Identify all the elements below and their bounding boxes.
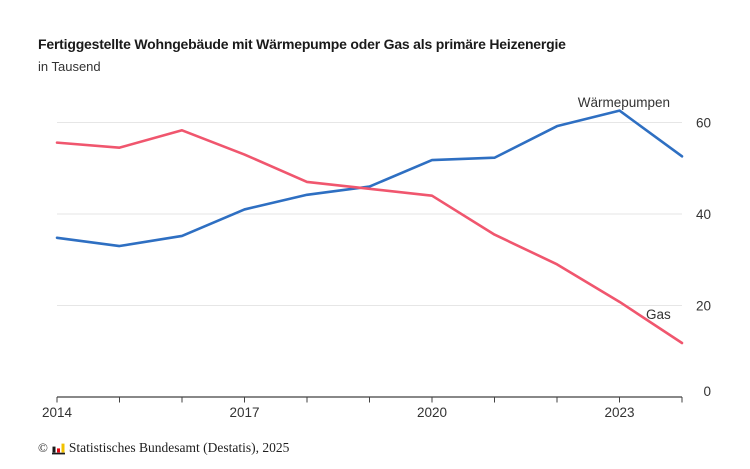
source-line: © Statistisches Bundesamt (Destatis), 20… bbox=[38, 440, 289, 456]
y-tick-label: 40 bbox=[696, 207, 711, 222]
series-label-waermepumpen: Wärmepumpen bbox=[578, 95, 670, 110]
source-text: Statistisches Bundesamt (Destatis), 2025 bbox=[68, 440, 290, 455]
logo-bar-gold bbox=[61, 443, 65, 452]
logo-baseline bbox=[51, 452, 65, 454]
chart-subtitle: in Tausend bbox=[38, 59, 101, 74]
destatis-logo-icon bbox=[51, 443, 65, 454]
logo-bar-red bbox=[56, 447, 60, 452]
series-label-gas: Gas bbox=[646, 307, 671, 322]
x-tick-label: 2014 bbox=[42, 405, 73, 420]
y-tick-label: 60 bbox=[696, 116, 711, 131]
x-tick-label: 2017 bbox=[229, 405, 259, 420]
x-tick-label: 2020 bbox=[417, 405, 447, 420]
y-tick-label: 0 bbox=[703, 384, 711, 399]
logo-bar-black bbox=[52, 446, 56, 452]
copyright-symbol: © bbox=[38, 440, 48, 455]
chart-title: Fertiggestellte Wohngebäude mit Wärmepum… bbox=[38, 36, 566, 52]
y-tick-label: 20 bbox=[696, 299, 711, 314]
series-line-gas bbox=[55, 128, 684, 345]
x-tick-label: 2023 bbox=[604, 405, 634, 420]
series-line-waermepumpen bbox=[55, 109, 684, 248]
